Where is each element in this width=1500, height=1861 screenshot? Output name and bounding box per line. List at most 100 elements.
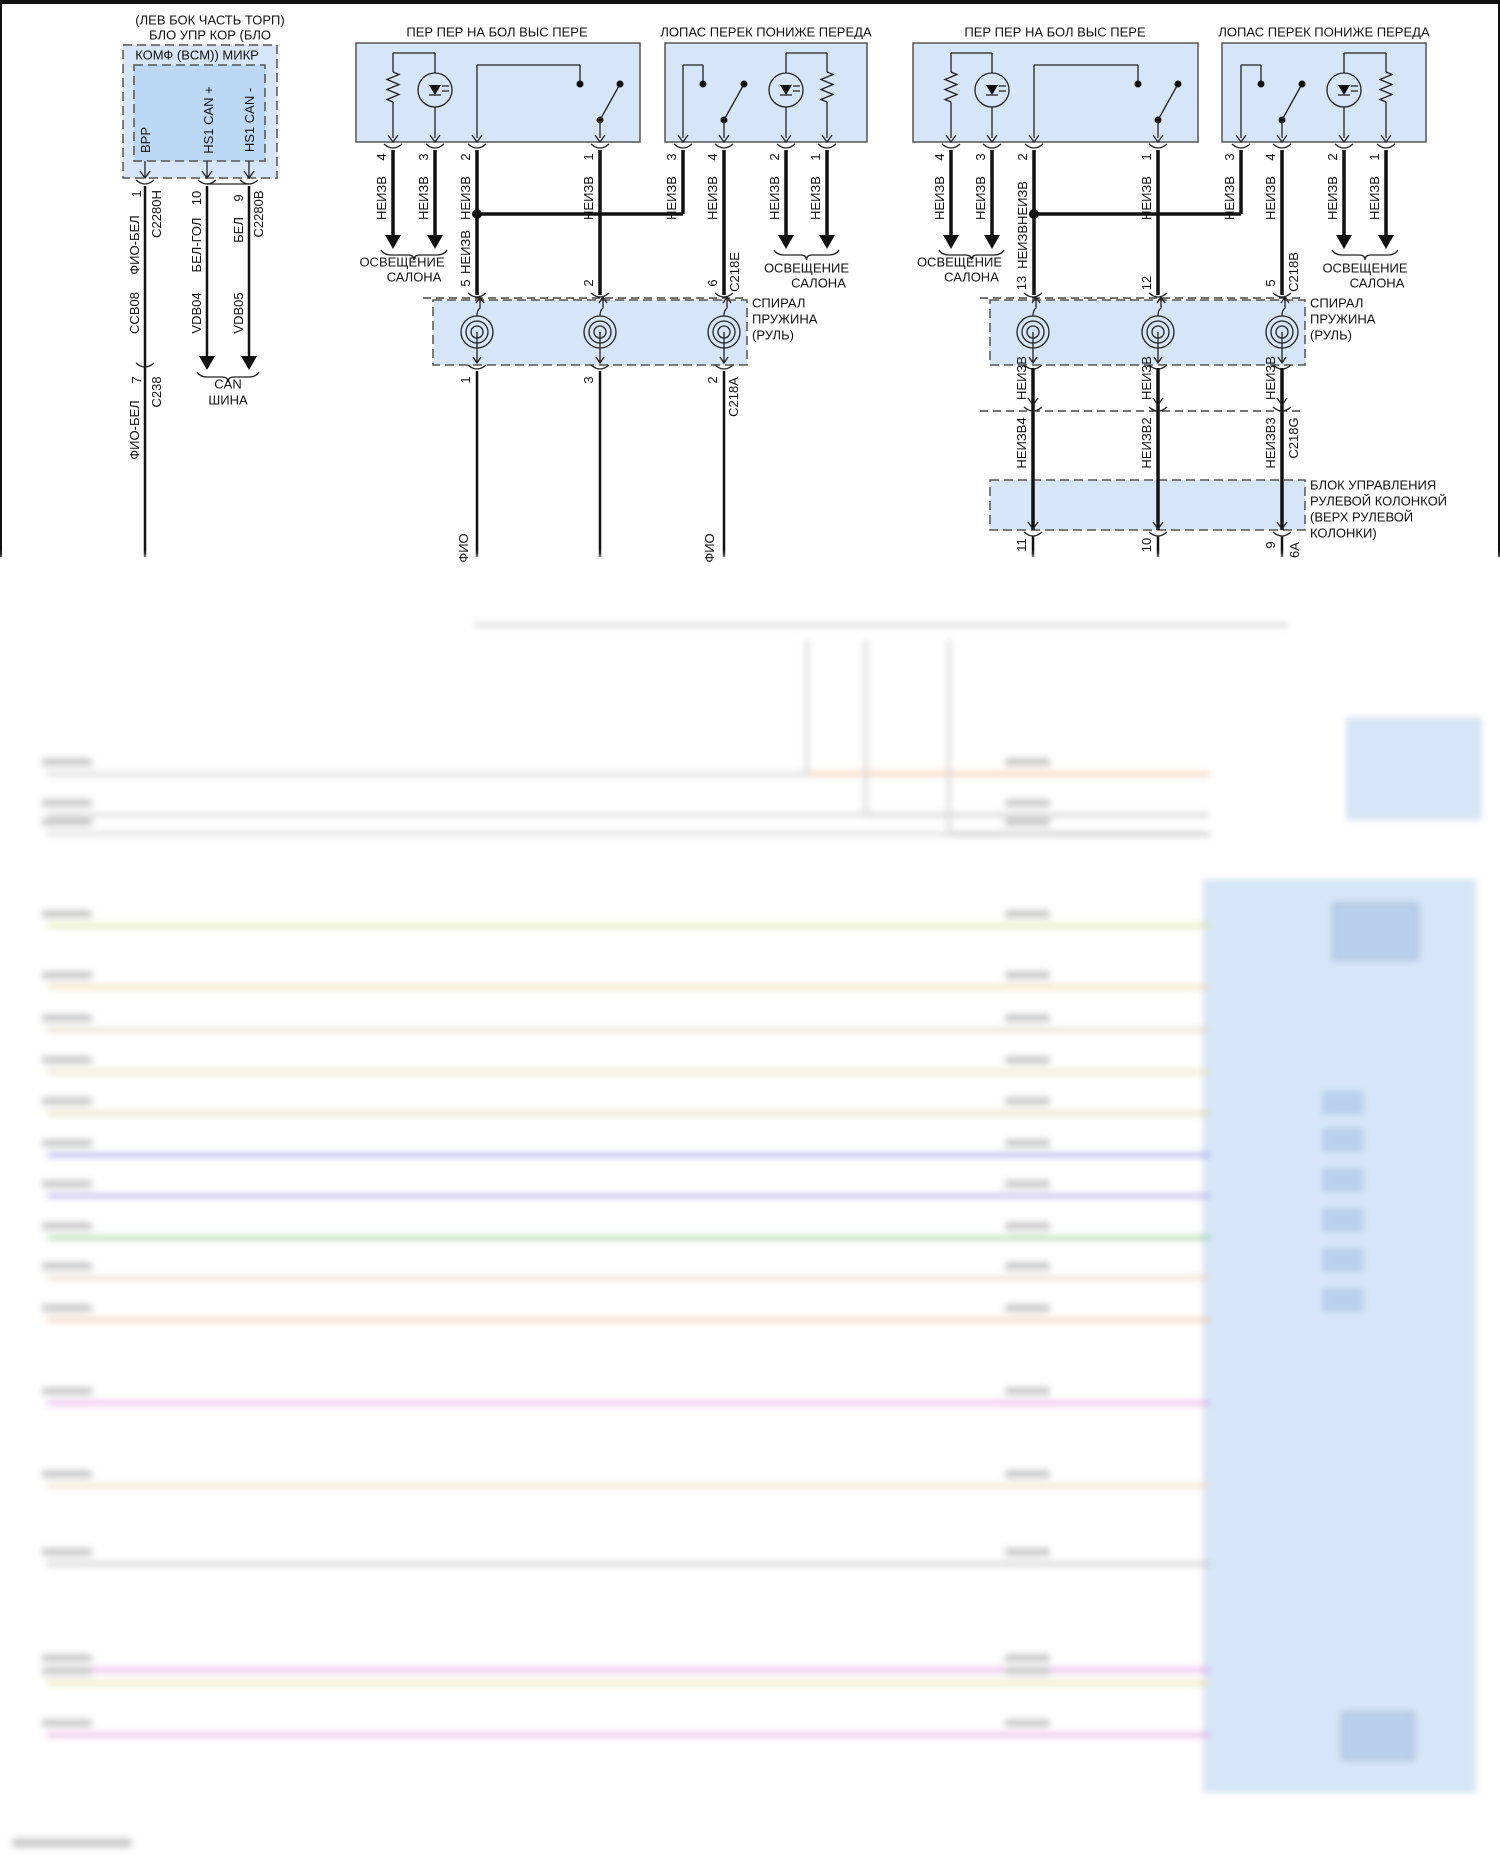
clockspring-lead [1028,295,1041,365]
blurred-label-blob [42,1719,92,1727]
wire-color-label: НЕИЗВ4 [1014,417,1029,468]
pin-arrow-icon [1027,521,1039,531]
pin-arrow-icon [986,134,998,144]
connector-mark [1272,406,1292,412]
blurred-label-blob [42,1180,92,1188]
pin-number: 10 [1139,538,1154,552]
blurred-label-blob [1005,799,1050,807]
arrow-down-icon [241,356,257,370]
pin-arrow-icon [429,134,441,144]
connector-mark [1148,531,1168,537]
pin-number: 3 [973,153,988,160]
led-diode-icon [429,85,441,95]
clockspring-label: (РУЛЬ) [752,328,794,343]
wire-color-label: НЕИЗВ [932,176,947,220]
pin-number: 4 [1263,153,1278,160]
circuit-id: VDB04 [189,292,204,333]
switch-contact [616,80,624,88]
switch-contact [576,80,584,88]
led-diode-icon [1338,85,1350,95]
brace-icon [1331,249,1399,261]
blurred-component [1322,1168,1364,1192]
pin-arrow-icon [1235,134,1247,144]
circuit-id: CCB08 [127,292,142,334]
connector-mark [714,292,734,298]
bcm-title: КОМФ (BCM)) МИКР [135,48,259,63]
lighting-label: ОСВЕЩЕНИЕ [1322,261,1407,276]
blurred-footer-blob [12,1838,132,1848]
connector-mark [135,179,155,185]
switch-lever-icon [599,83,621,121]
pin-number: 2 [458,153,473,160]
blurred-component [1322,1091,1364,1115]
wire-color-label: ФИО-БЕЛ [127,400,142,459]
pin-number: 2 [767,153,782,160]
brace-icon [938,249,1005,261]
blurred-label-blob [1005,818,1050,826]
pin-number: 3 [416,153,431,160]
pin-number: 3 [1222,153,1237,160]
column-module-label: КОЛОНКИ) [1310,526,1377,541]
arrow-down-icon [199,356,215,370]
connector-mark [1272,143,1292,149]
blurred-label-blob [42,1222,92,1230]
blurred-label-blob [1005,1304,1050,1312]
connector-id: C238 [149,376,164,407]
blurred-label-blob [1005,1667,1050,1675]
blurred-component [1332,902,1419,961]
blurred-module-box [1203,879,1476,1793]
wire-color-label: НЕИЗВ [1139,356,1154,400]
pin-arrow-icon [945,134,957,144]
blurred-component [1322,1248,1364,1272]
pin-arrow-icon [677,134,689,144]
connector-mark [467,364,487,370]
blurred-label-blob [1005,971,1050,979]
connector-mark [714,143,734,149]
brace-icon [196,371,260,383]
connector-mark [714,364,734,370]
junction-dot [472,209,482,219]
clockspring-box [432,299,748,366]
clockspring-label: СПИРАЛ [752,296,805,311]
bcm-pin-label: HS1 CAN + [201,86,216,154]
connector-mark [1023,406,1043,412]
blurred-label-blob [1005,1139,1050,1147]
switch-lever-icon [1281,83,1303,121]
pin-number: 2 [581,279,596,286]
switch-title: ЛОПАС ПЕРЕК ПОНИЖЕ ПЕРЕДА [660,25,872,40]
connector-mark [1023,292,1043,298]
resistor-icon [385,71,401,103]
connector-mark [941,143,961,149]
connector-id: 6A [1287,542,1302,558]
switch-title: ПЕР ПЕР НА БОЛ ВЫС ПЕРЕ [964,25,1146,40]
bcm-inner-box [133,64,266,162]
blurred-wire-branch [47,640,809,776]
connector-mark [1023,531,1043,537]
brace-icon [380,249,448,261]
wire-color-label: ФИО [702,533,717,562]
wire-color-label: БЕЛ-ГОЛ [189,218,204,273]
clockspring-lead [595,295,608,365]
connector-mark [1148,292,1168,298]
blurred-label-blob [42,1014,92,1022]
pin-number: 12 [1139,276,1154,290]
switch-contact [1298,80,1306,88]
connector-mark [1272,292,1292,298]
wire-color-label: НЕИЗВ [458,230,473,274]
blurred-label-blob [42,1097,92,1105]
pin-number: 9 [1263,541,1278,548]
blurred-label-blob [42,1262,92,1270]
pin-number: 5 [458,279,473,286]
connector-mark [1376,143,1396,149]
connector-mark [590,364,610,370]
lighting-label: САЛОНА [791,276,846,291]
clockspring-lead [1277,295,1290,365]
pin-number: 4 [705,153,720,160]
blurred-label-blob [42,758,92,766]
connector-mark [817,143,837,149]
bcm-pin-label: HS1 CAN - [242,88,257,152]
clockspring-label: СПИРАЛ [1310,296,1363,311]
switch-lever-icon [1157,83,1179,121]
blurred-label-blob [1005,1097,1050,1105]
pin-number: 5 [1263,279,1278,286]
